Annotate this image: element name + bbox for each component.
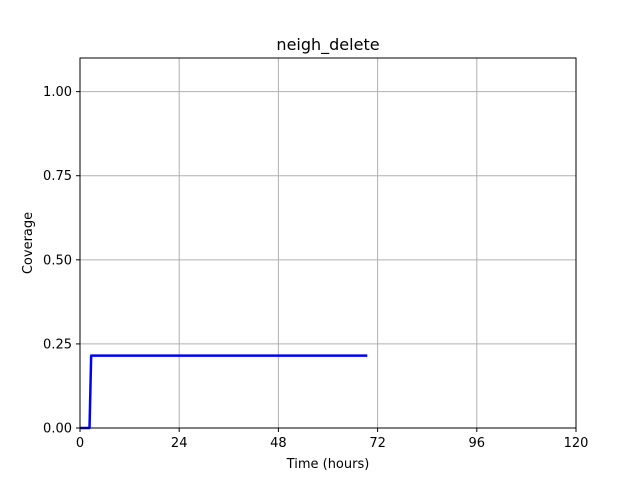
x-tick-label: 120 <box>564 436 589 451</box>
x-tick-label: 0 <box>76 436 84 451</box>
x-tick-label: 72 <box>369 436 386 451</box>
y-tick-label: 0.50 <box>43 253 72 268</box>
x-tick-label: 96 <box>469 436 486 451</box>
x-tick-label: 48 <box>270 436 287 451</box>
grid <box>79 58 577 429</box>
y-axis: 0.00 0.25 0.50 0.75 1.00 <box>43 85 80 437</box>
x-axis-label: Time (hours) <box>286 457 370 472</box>
y-tick-label: 0.25 <box>43 337 72 352</box>
y-tick-label: 1.00 <box>43 85 72 100</box>
y-tick-label: 0.75 <box>43 169 72 184</box>
x-axis: 0 24 48 72 96 120 <box>76 428 589 451</box>
y-axis-label: Coverage <box>21 212 36 274</box>
chart-title: neigh_delete <box>276 35 379 55</box>
plot-frame <box>79 57 577 429</box>
series-group <box>80 354 368 430</box>
x-tick-label: 24 <box>171 436 188 451</box>
series-line <box>80 354 368 430</box>
y-tick-label: 0.00 <box>43 422 72 437</box>
